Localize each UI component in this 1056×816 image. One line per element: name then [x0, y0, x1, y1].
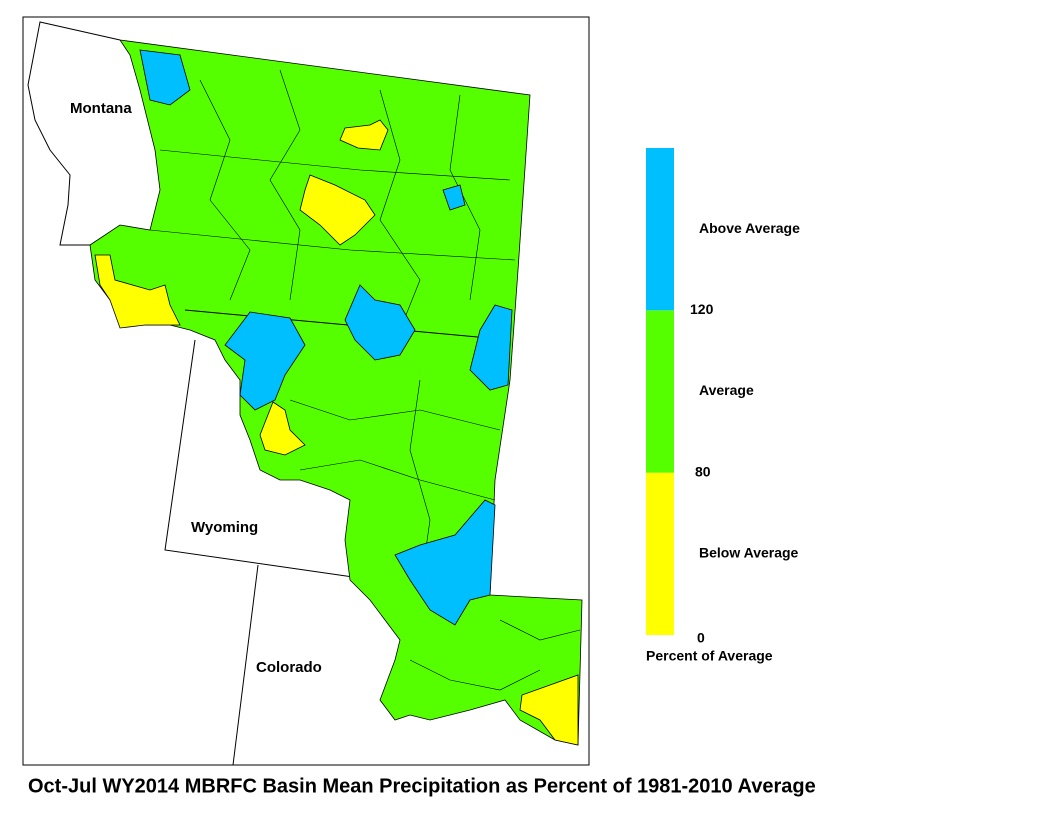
basin-above — [344, 284, 416, 361]
basin-above — [442, 184, 466, 211]
legend-swatch — [646, 472, 674, 635]
legend-swatch — [646, 310, 674, 473]
basin-above — [469, 304, 513, 391]
legend-break: 80 — [695, 463, 711, 479]
colorado-border — [232, 564, 259, 766]
map: Montana Wyoming Colorado — [22, 16, 590, 766]
basin-below — [259, 401, 306, 456]
basin-below — [339, 119, 389, 151]
legend-label: Average — [699, 382, 754, 398]
basin-below — [94, 254, 181, 329]
legend-break: 0 — [697, 630, 705, 646]
legend-break: 120 — [690, 301, 714, 317]
basin-above — [394, 499, 496, 626]
basin-above — [139, 49, 191, 106]
state-label: Wyoming — [191, 519, 258, 536]
legend-title: Percent of Average — [646, 648, 773, 664]
basin-below — [519, 674, 579, 746]
legend-label: Above Average — [699, 220, 800, 236]
page-title: Oct-Jul WY2014 MBRFC Basin Mean Precipit… — [28, 775, 816, 797]
montana-border — [27, 21, 121, 246]
basin-above — [224, 311, 306, 411]
legend-swatch — [646, 148, 674, 311]
legend-label: Below Average — [699, 545, 799, 561]
state-label: Montana — [70, 100, 132, 117]
state-label: Colorado — [256, 659, 322, 676]
basin-lines — [149, 69, 581, 691]
legend: Percent of Average Below Average Average A… — [646, 148, 800, 664]
basin-below — [299, 174, 376, 246]
